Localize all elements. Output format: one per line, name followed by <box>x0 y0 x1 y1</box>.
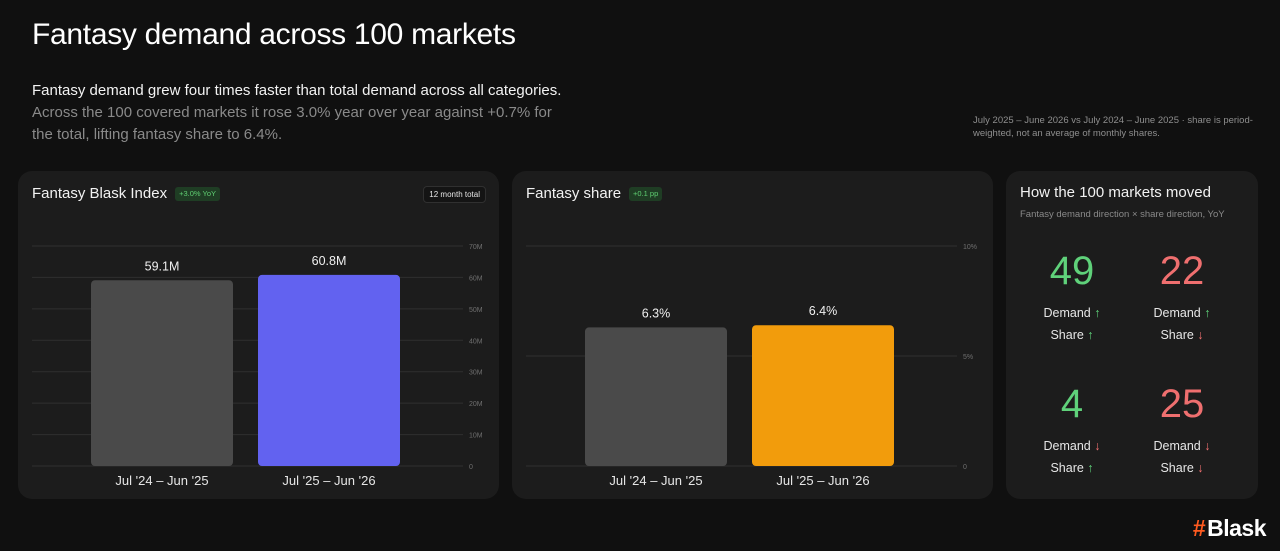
arrow-up-icon: ↑ <box>1087 328 1094 342</box>
index-ytick-label: 50M <box>469 307 483 314</box>
blask-logo[interactable]: # Blask <box>1192 515 1267 542</box>
quadrant-count: 25 <box>1159 382 1205 426</box>
share-ytick-label: 0 <box>963 464 967 471</box>
period-pill[interactable]: 12 month total <box>423 186 486 203</box>
index-ytick-label: 0 <box>469 464 473 471</box>
quadrant-share-label: Share <box>1050 328 1088 342</box>
share-ytick-label: 5% <box>963 354 973 361</box>
blask-logo-mark: # <box>1192 515 1206 541</box>
lead-text: Fantasy demand grew four times faster th… <box>32 80 632 146</box>
share-category-label: Jul '24 – Jun '25 <box>609 473 702 488</box>
quadrant-demand-row: Demand ↓ <box>1017 435 1127 457</box>
quadrant-share-row: Share ↑ <box>1017 457 1127 479</box>
quadrant: 25 Demand ↓ Share ↓ <box>1127 382 1237 479</box>
lead-line-1: Fantasy demand grew four times faster th… <box>32 82 562 99</box>
arrow-up-icon: ↑ <box>1087 461 1094 475</box>
quadrant-demand-label: Demand <box>1153 306 1205 320</box>
index-category-label: Jul '24 – Jun '25 <box>115 473 208 488</box>
quadrant-count: 49 <box>1049 249 1095 293</box>
share-bar[interactable] <box>585 327 727 466</box>
share-value-label: 6.3% <box>642 306 671 320</box>
arrow-down-icon: ↓ <box>1094 439 1101 453</box>
quadrant: 49 Demand ↑ Share ↑ <box>1017 249 1127 346</box>
share-bar[interactable] <box>752 325 894 466</box>
blask-logo-text: Blask <box>1207 515 1266 541</box>
share-chart: 0 5% 10% 6.3% Jul '24 – Jun '25 6.4% Jul '25 –… <box>526 244 977 488</box>
quadrant-demand-label: Demand <box>1043 306 1095 320</box>
index-yoy-badge: +3.0% YoY <box>175 186 220 201</box>
share-pp-badge: +0.1 pp <box>629 186 663 201</box>
index-card: Fantasy Blask Index +3.0% YoY 12 month t… <box>18 171 499 499</box>
quadrant-share-row: Share ↑ <box>1017 324 1127 346</box>
quadrant: 22 Demand ↑ Share ↓ <box>1127 249 1237 346</box>
index-bar[interactable] <box>91 280 233 466</box>
share-ytick-label: 10% <box>963 244 977 251</box>
index-value-label: 60.8M <box>312 254 347 268</box>
period-note: July 2025 – June 2026 vs July 2024 – Jun… <box>973 115 1253 139</box>
index-value-label: 59.1M <box>145 259 180 273</box>
index-ytick-label: 40M <box>469 338 483 345</box>
arrow-down-icon: ↓ <box>1197 461 1204 475</box>
moves-card-title: How the 100 markets moved <box>1020 184 1211 201</box>
quadrant: 4 Demand ↓ Share ↑ <box>1017 382 1127 479</box>
quadrant-demand-row: Demand ↑ <box>1127 302 1237 324</box>
quadrant-count: 4 <box>1060 382 1084 426</box>
quadrant-demand-row: Demand ↑ <box>1017 302 1127 324</box>
index-ytick-label: 60M <box>469 275 483 282</box>
quadrant-demand-row: Demand ↓ <box>1127 435 1237 457</box>
quadrant-share-label: Share <box>1050 461 1088 475</box>
moves-card: How the 100 markets moved Fantasy demand… <box>1006 171 1258 499</box>
page-title: Fantasy demand across 100 markets <box>32 18 516 51</box>
share-value-label: 6.4% <box>809 304 838 318</box>
index-category-label: Jul '25 – Jun '26 <box>282 473 375 488</box>
index-ytick-label: 20M <box>469 401 483 408</box>
arrow-up-icon: ↑ <box>1094 306 1101 320</box>
quadrant-share-row: Share ↓ <box>1127 324 1237 346</box>
quadrant-demand-label: Demand <box>1043 439 1095 453</box>
index-card-title: Fantasy Blask Index <box>32 185 168 202</box>
quadrant-share-row: Share ↓ <box>1127 457 1237 479</box>
share-card-title: Fantasy share <box>526 185 622 202</box>
quadrant-count: 22 <box>1159 249 1205 293</box>
share-card: Fantasy share +0.1 pp 0 5% 10% 6.3% Jul '24 … <box>512 171 993 499</box>
index-ytick-label: 10M <box>469 433 483 440</box>
arrow-down-icon: ↓ <box>1204 439 1211 453</box>
quadrant-share-label: Share <box>1160 328 1198 342</box>
arrow-down-icon: ↓ <box>1197 328 1204 342</box>
index-chart: 0 10M 20M 30M 40M 50M 60M 70M 59.1M Jul '24 – Jun… <box>32 244 483 488</box>
moves-card-subtitle: Fantasy demand direction × share directi… <box>1020 209 1225 220</box>
index-ytick-label: 30M <box>469 370 483 377</box>
quadrant-demand-label: Demand <box>1153 439 1205 453</box>
index-ytick-label: 70M <box>469 244 483 251</box>
lead-line-2: Across the 100 covered markets it rose 3… <box>32 104 552 143</box>
quadrant-share-label: Share <box>1160 461 1198 475</box>
share-category-label: Jul '25 – Jun '26 <box>776 473 869 488</box>
index-bar[interactable] <box>258 274 400 466</box>
arrow-up-icon: ↑ <box>1204 306 1211 320</box>
